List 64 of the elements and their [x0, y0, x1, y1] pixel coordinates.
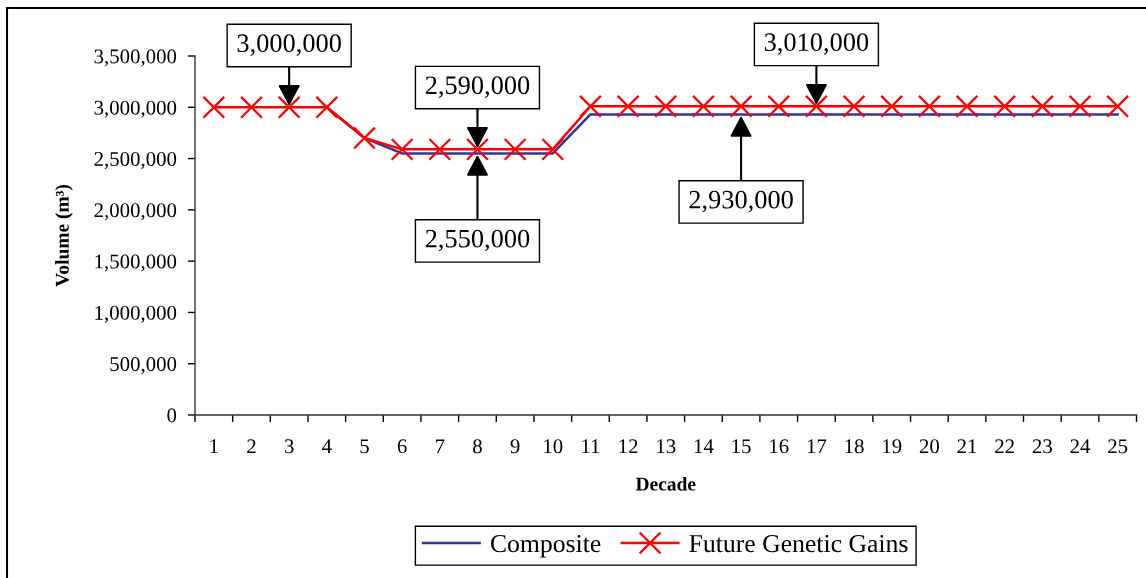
x-tick-label: 16 [770, 439, 789, 454]
point [1030, 94, 1054, 118]
point [239, 95, 264, 119]
point [842, 94, 866, 118]
point [390, 137, 414, 161]
point [616, 94, 640, 118]
legend-label: Future Genetic Gains [689, 534, 908, 553]
x-tick-label: 19 [883, 439, 902, 454]
x-tick-label: 2 [247, 439, 256, 454]
annotation: 2,930,000 [689, 190, 793, 213]
y-tick-label: 500,000 [110, 357, 177, 375]
point [993, 94, 1017, 118]
annotation: 3,000,000 [237, 34, 341, 56]
point [691, 94, 715, 118]
y-tick-label: 3,000,000 [94, 100, 177, 118]
point [202, 95, 226, 119]
annotation: 3,010,000 [764, 33, 869, 55]
x-tick-label: 18 [845, 439, 864, 454]
x-tick-label: 7 [435, 439, 445, 454]
point [955, 94, 979, 118]
y-tick-label: 2,500,000 [94, 151, 177, 169]
y-tick-label: 2,000,000 [94, 203, 177, 221]
x-tick-label: 8 [473, 439, 482, 454]
x-tick-label: 20 [919, 439, 939, 454]
y-axis-title: Volume (m³) [55, 184, 73, 287]
x-tick-label: 10 [544, 439, 563, 454]
x-tick-label: 11 [582, 439, 600, 454]
x-tick-label: 23 [1032, 439, 1052, 454]
point [917, 94, 941, 118]
x-tick-label: 3 [284, 439, 294, 454]
x-tick-label: 24 [1070, 439, 1091, 454]
x-axis-title: Decade [635, 476, 696, 491]
point [654, 94, 678, 118]
x-tick-label: 13 [657, 439, 676, 454]
point [503, 137, 527, 161]
x-tick-label: 25 [1108, 439, 1128, 454]
annotation: 2,550,000 [425, 229, 530, 252]
x-tick-label: 5 [360, 439, 369, 454]
point [729, 94, 753, 118]
legend-label: Composite [490, 534, 601, 558]
point [1106, 94, 1130, 118]
x-tick-label: 6 [397, 439, 407, 454]
x-tick-label: 22 [995, 439, 1014, 454]
y-tick-label: 1,500,000 [95, 254, 177, 272]
x-tick-label: 1 [210, 439, 218, 454]
y-tick-label: 1,000,000 [95, 305, 177, 323]
point [1068, 94, 1092, 118]
x-tick-label: 14 [694, 439, 714, 454]
point [541, 137, 565, 161]
x-tick-label: 17 [807, 439, 827, 454]
point [277, 95, 301, 119]
x-tick-label: 15 [732, 439, 751, 454]
annotation: 2,590,000 [425, 76, 530, 98]
y-tick-label: 0 [167, 408, 177, 423]
point [767, 94, 791, 118]
point [804, 94, 828, 118]
point [428, 137, 452, 161]
x-tick-label: 4 [322, 439, 332, 454]
x-tick-label: 21 [957, 439, 977, 454]
x-tick-label: 9 [510, 439, 520, 454]
point [880, 94, 904, 118]
point [578, 94, 602, 118]
x-tick-label: 12 [619, 439, 638, 454]
y-tick-label: 3,500,000 [94, 49, 177, 67]
